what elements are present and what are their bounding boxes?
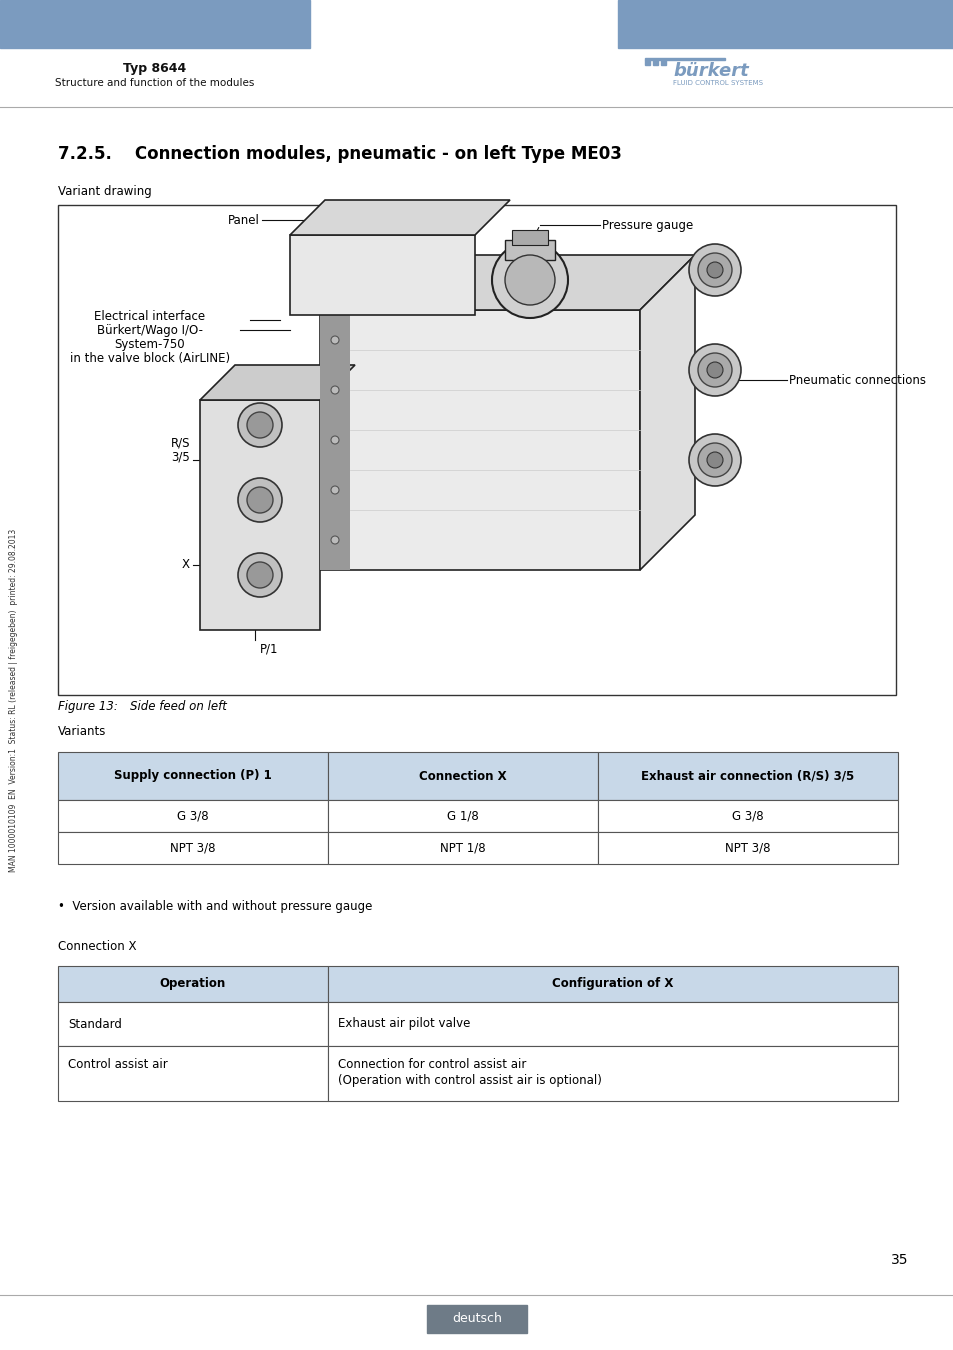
Text: bürkert: bürkert — [672, 62, 748, 80]
Circle shape — [331, 386, 338, 394]
Circle shape — [698, 352, 731, 387]
Bar — [644, 58, 724, 59]
Text: Standard: Standard — [68, 1018, 122, 1030]
Text: (Operation with control assist air is optional): (Operation with control assist air is op… — [337, 1075, 601, 1087]
Text: Side feed on left: Side feed on left — [130, 701, 227, 713]
Text: Operation: Operation — [160, 977, 226, 991]
Text: FLUID CONTROL SYSTEMS: FLUID CONTROL SYSTEMS — [672, 80, 762, 86]
Circle shape — [492, 242, 567, 319]
Bar — [598, 752, 897, 801]
Text: Figure 13:: Figure 13: — [58, 701, 118, 713]
Text: G 1/8: G 1/8 — [447, 810, 478, 822]
Circle shape — [698, 252, 731, 288]
Circle shape — [698, 443, 731, 477]
Bar — [58, 832, 328, 864]
Text: 7.2.5.    Connection modules, pneumatic - on left Type ME03: 7.2.5. Connection modules, pneumatic - o… — [58, 144, 621, 163]
Bar — [652, 59, 658, 65]
Circle shape — [331, 486, 338, 494]
Circle shape — [706, 452, 722, 468]
Text: Exhaust air connection (R/S) 3/5: Exhaust air connection (R/S) 3/5 — [640, 769, 854, 783]
Text: Electrical interface: Electrical interface — [94, 310, 205, 323]
Text: Supply connection (P) 1: Supply connection (P) 1 — [114, 769, 272, 783]
Polygon shape — [200, 364, 355, 400]
Bar — [328, 967, 897, 1002]
Bar — [58, 801, 328, 832]
Circle shape — [247, 562, 273, 589]
Bar — [598, 832, 897, 864]
Circle shape — [237, 554, 282, 597]
Bar — [200, 400, 319, 630]
Text: R/S
3/5: R/S 3/5 — [171, 436, 190, 464]
Bar — [512, 230, 547, 244]
Bar — [58, 967, 328, 1002]
Text: 35: 35 — [890, 1253, 908, 1268]
Text: Typ 8644: Typ 8644 — [123, 62, 187, 76]
Text: Configuration of X: Configuration of X — [552, 977, 673, 991]
Text: Pneumatic connections: Pneumatic connections — [788, 374, 925, 386]
Circle shape — [688, 344, 740, 396]
Text: Connection X: Connection X — [418, 769, 506, 783]
Text: NPT 3/8: NPT 3/8 — [724, 841, 770, 855]
Text: in the valve block (AirLINE): in the valve block (AirLINE) — [70, 352, 230, 365]
Text: Variants: Variants — [58, 725, 107, 738]
Text: Bürkert/Wago I/O-: Bürkert/Wago I/O- — [97, 324, 203, 338]
Text: Pressure gauge: Pressure gauge — [601, 219, 693, 231]
Text: Exhaust air pilot valve: Exhaust air pilot valve — [337, 1018, 470, 1030]
Circle shape — [504, 255, 555, 305]
Text: Connection X: Connection X — [58, 940, 136, 953]
Bar — [660, 59, 665, 65]
Bar — [598, 801, 897, 832]
Bar — [427, 1305, 526, 1332]
Bar — [319, 310, 639, 570]
Text: MAN 1000010109  EN  Version:1  Status: RL (released | freigegeben)  printed: 29.: MAN 1000010109 EN Version:1 Status: RL (… — [10, 528, 18, 872]
Bar — [328, 832, 598, 864]
Polygon shape — [290, 200, 510, 235]
Bar — [504, 240, 555, 261]
Bar — [0, 0, 310, 49]
Circle shape — [237, 404, 282, 447]
Text: NPT 3/8: NPT 3/8 — [170, 841, 215, 855]
Text: •  Version available with and without pressure gauge: • Version available with and without pre… — [58, 900, 372, 913]
Text: Structure and function of the modules: Structure and function of the modules — [55, 78, 254, 88]
Polygon shape — [319, 255, 695, 310]
Text: Control assist air: Control assist air — [68, 1058, 168, 1071]
Bar — [319, 310, 350, 570]
Circle shape — [706, 362, 722, 378]
Text: Variant drawing: Variant drawing — [58, 185, 152, 198]
Circle shape — [247, 412, 273, 437]
Bar — [58, 1002, 328, 1046]
Circle shape — [237, 478, 282, 522]
Bar — [290, 235, 475, 315]
Text: G 3/8: G 3/8 — [731, 810, 763, 822]
Polygon shape — [639, 255, 695, 570]
Text: deutsch: deutsch — [452, 1312, 501, 1326]
Text: NPT 1/8: NPT 1/8 — [439, 841, 485, 855]
Bar — [328, 801, 598, 832]
Circle shape — [688, 433, 740, 486]
Text: G 3/8: G 3/8 — [177, 810, 209, 822]
Text: System-750: System-750 — [114, 338, 185, 351]
Bar — [328, 1046, 897, 1102]
Circle shape — [247, 487, 273, 513]
Text: Connection for control assist air: Connection for control assist air — [337, 1058, 526, 1071]
Bar — [58, 752, 328, 801]
Bar — [618, 0, 953, 49]
Circle shape — [706, 262, 722, 278]
Circle shape — [331, 336, 338, 344]
Text: X: X — [182, 559, 190, 571]
Bar — [58, 1046, 328, 1102]
Circle shape — [331, 436, 338, 444]
Circle shape — [688, 244, 740, 296]
Bar — [58, 205, 895, 695]
Bar — [328, 752, 598, 801]
Circle shape — [331, 536, 338, 544]
Bar — [644, 59, 649, 65]
Text: Panel: Panel — [228, 213, 260, 227]
Bar — [328, 1002, 897, 1046]
Text: P/1: P/1 — [260, 643, 278, 656]
